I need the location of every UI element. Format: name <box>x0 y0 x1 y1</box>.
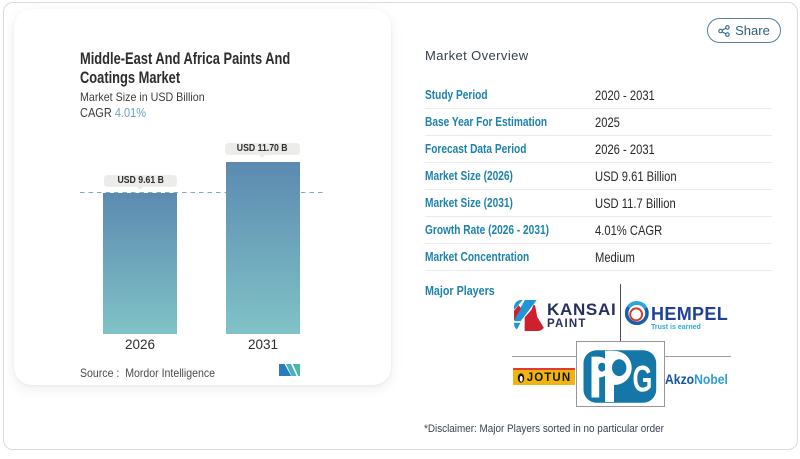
svg-text:G: G <box>632 358 652 400</box>
